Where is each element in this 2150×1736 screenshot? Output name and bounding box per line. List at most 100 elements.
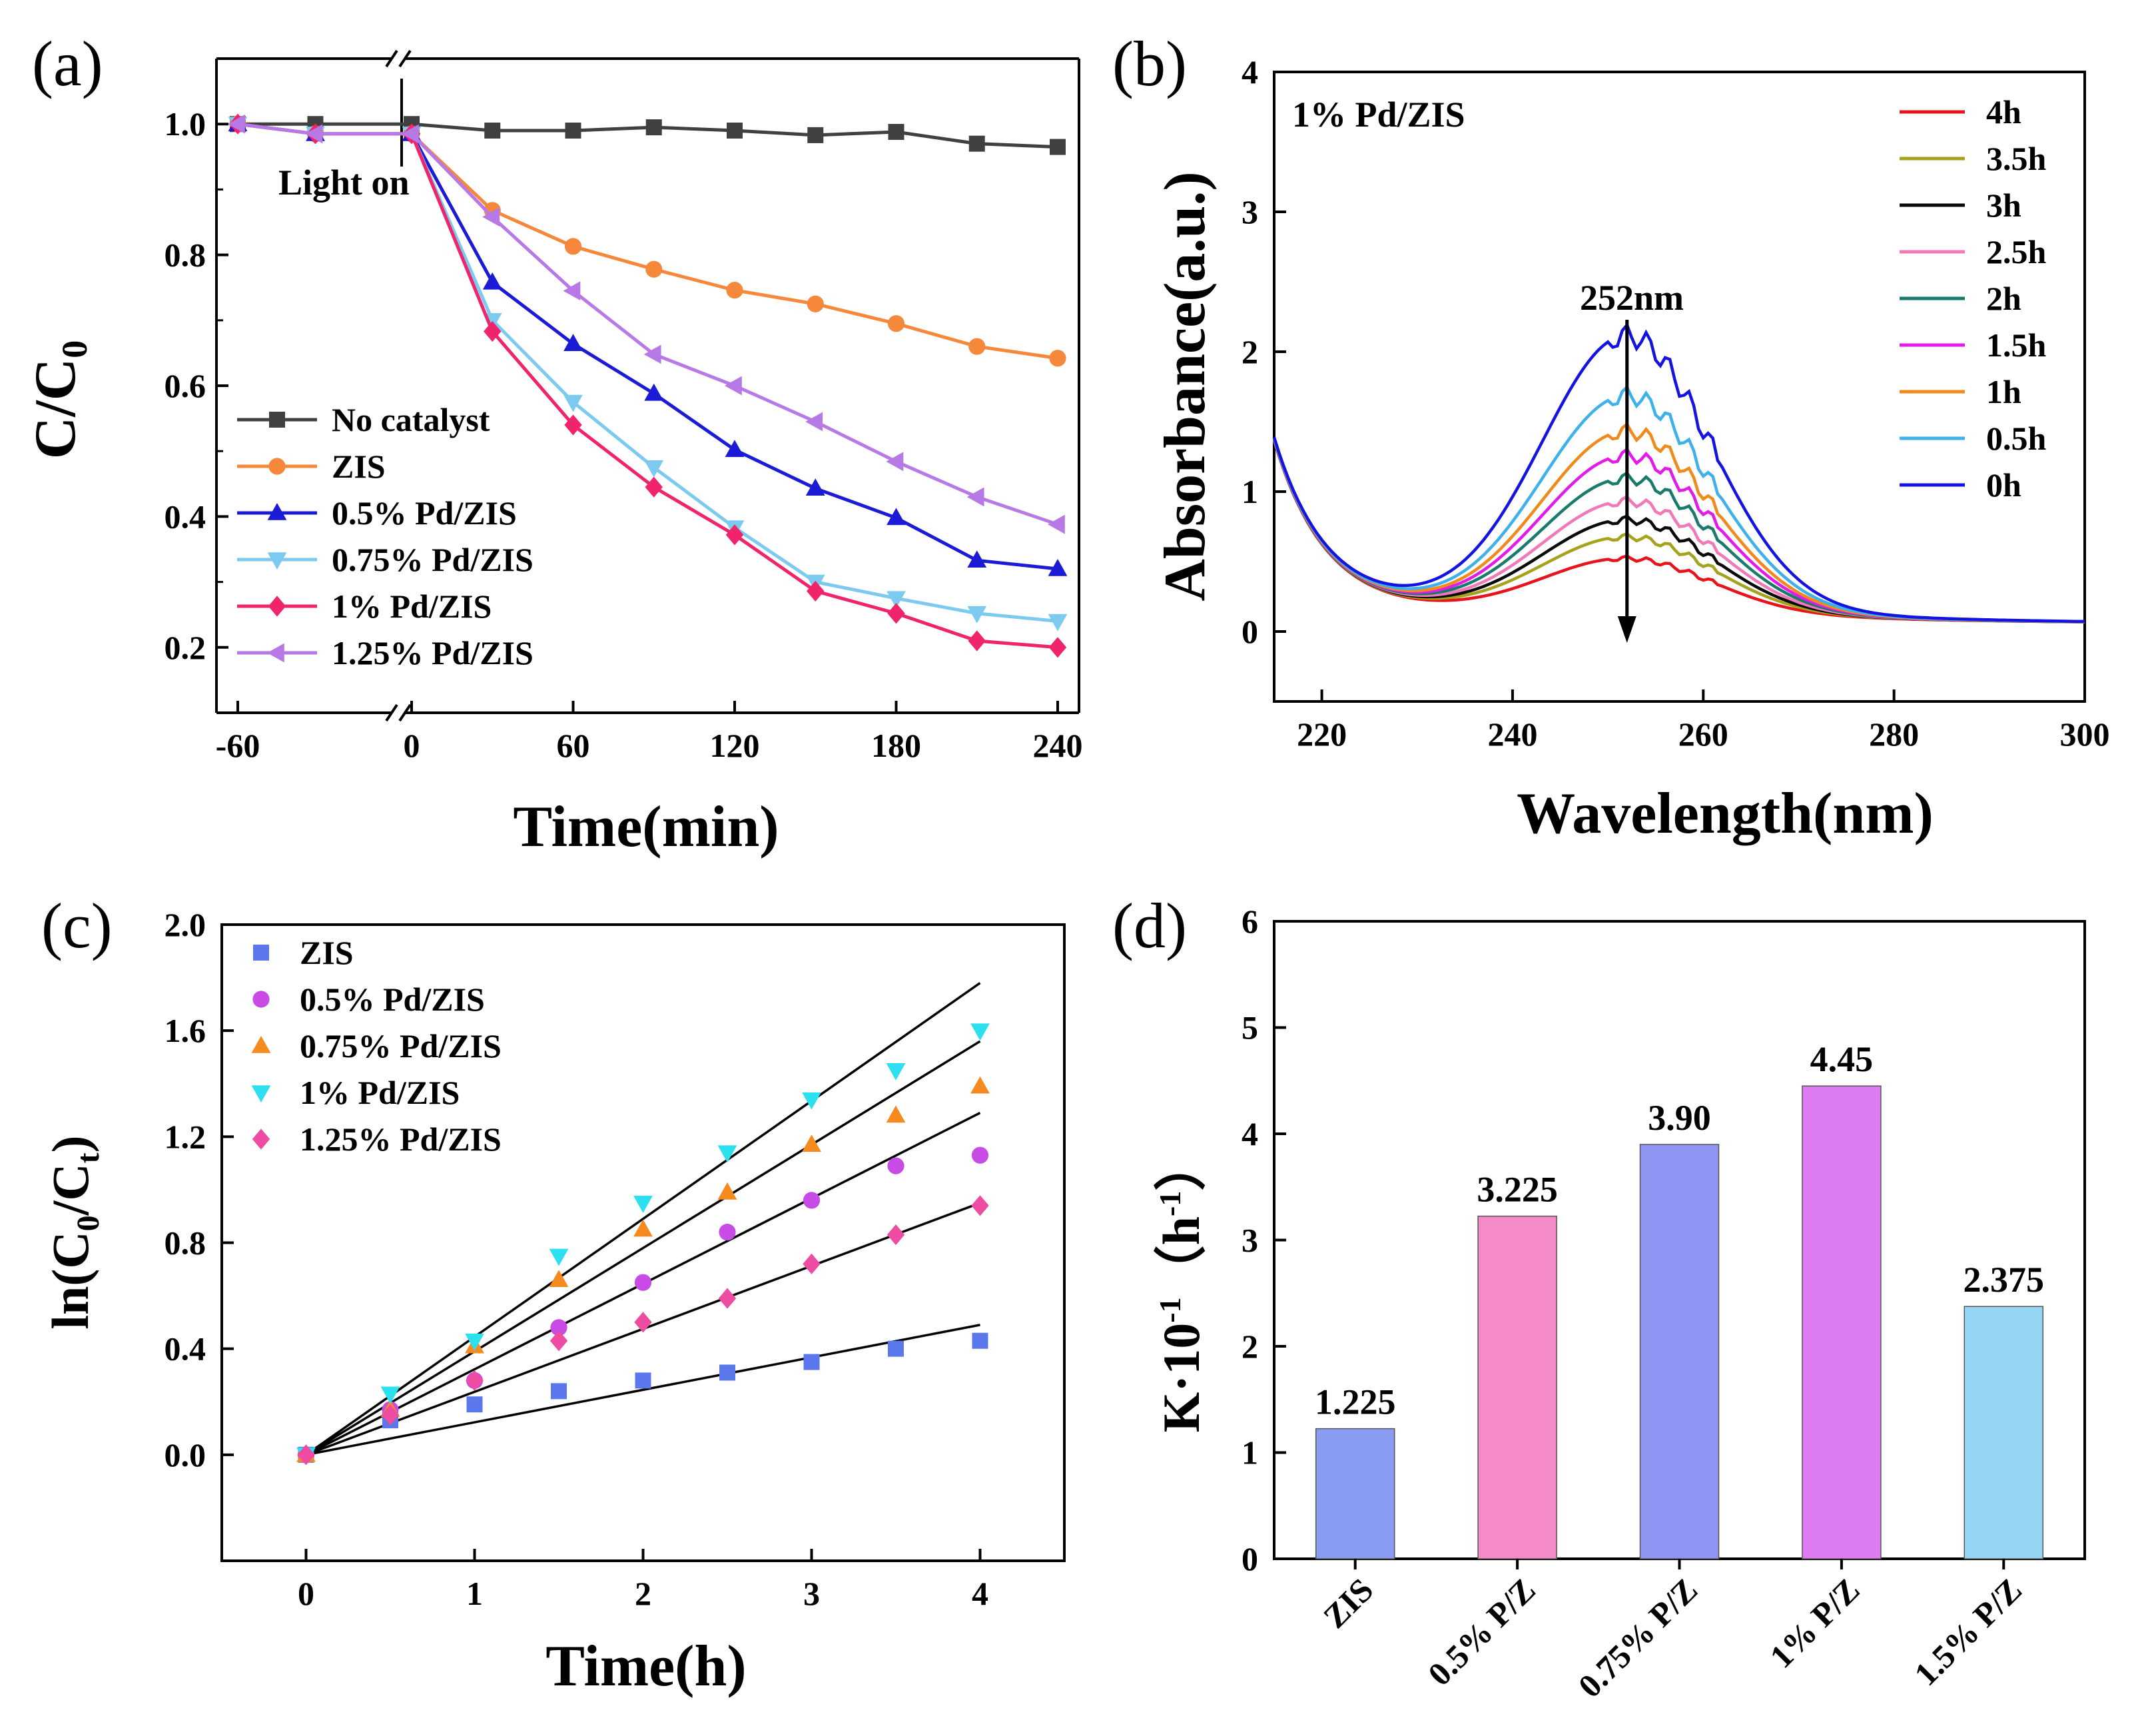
data-point-1pct-pd-zis (886, 1063, 906, 1081)
data-point-0-5pct-pd-zis (971, 1146, 989, 1164)
data-point-0-75pct-pd-zis (717, 1182, 737, 1200)
data-point-1-25pct-pd-zis (643, 344, 661, 364)
panel-c-legend: ZIS 0.5% Pd/ZIS 0.75% Pd/ZIS 1% Pd/ZIS 1.25%… (251, 934, 502, 1158)
legend-marker-1-25pct-pd-zis (252, 1128, 270, 1150)
axis-break-mark (385, 703, 398, 722)
data-point-1-25pct-pd-zis (971, 1195, 989, 1216)
legend-marker-zis (268, 458, 286, 475)
data-point-zis (551, 1383, 567, 1400)
x-tick-label-1pct-p-z: 1% P/Z (1762, 1571, 1866, 1675)
data-point-no-catalyst (888, 123, 904, 140)
data-point-1pct-pd-zis (1048, 637, 1067, 658)
data-point-1pct-pd-zis (725, 524, 744, 546)
legend-label-1h: 1h (1986, 373, 2021, 410)
legend-label-0h: 0h (1986, 466, 2021, 504)
legend-label-2h: 2h (1986, 280, 2021, 317)
data-point-1-25pct-pd-zis (381, 1404, 400, 1426)
y-tick-label: 0.8 (165, 236, 206, 274)
data-point-1-25pct-pd-zis (305, 124, 323, 144)
legend-marker-1-25pct-pd-zis (267, 643, 284, 663)
data-point-0-5pct-pd-zis (967, 550, 987, 568)
axis-break-mark (385, 49, 398, 68)
panel-c-plot-area (220, 923, 1066, 1562)
legend-label-1-25pct-pd-zis: 1.25% Pd/ZIS (332, 634, 534, 671)
legend-marker-0-75pct-pd-zis (267, 552, 287, 570)
legend-label-1-25pct-pd-zis: 1.25% Pd/ZIS (300, 1120, 502, 1158)
data-point-1-25pct-pd-zis (1048, 514, 1065, 534)
legend-marker-1pct-pd-zis (251, 1085, 271, 1102)
panel-d-y-axis-label: K·10-1（h-1） (1152, 1139, 1210, 1433)
data-point-zis (968, 338, 986, 355)
panel-a: (a) -60 0 60 120 180 240 0.2 0.4 0.6 0.8 1.0 Light… (23, 28, 1083, 859)
legend-marker-0-5pct-pd-zis (252, 991, 270, 1008)
panel-a-y-axis-label: C/C0 (23, 340, 95, 460)
x-tick-label: 300 (2060, 715, 2110, 753)
x-tick-label: 240 (1487, 715, 1537, 753)
bar-0-75pct-p-z (1639, 1144, 1720, 1559)
light-on-annotation: Light on (278, 163, 410, 203)
y-tick-label: 0.4 (165, 498, 206, 535)
bar-value-label-0-75pct-p-z: 3.90 (1648, 1098, 1711, 1138)
legend-label-no-catalyst: No catalyst (332, 401, 490, 438)
data-point-1-25pct-pd-zis (718, 1288, 737, 1309)
legend-marker-no-catalyst (269, 412, 285, 428)
legend-label-0-75pct-pd-zis: 0.75% Pd/ZIS (300, 1027, 502, 1065)
spectrum-0h (1272, 322, 2085, 624)
legend-label-zis: ZIS (332, 448, 386, 485)
data-point-1pct-pd-zis (633, 1196, 653, 1213)
data-point-zis (726, 282, 743, 299)
bar-value-label-1pct-p-z: 4.45 (1810, 1039, 1874, 1079)
y-tick-label: 1.6 (165, 1012, 206, 1049)
data-point-zis (888, 1340, 904, 1357)
x-tick-label: 0 (298, 1575, 314, 1612)
panel-b: (b) 220 240 260 280 300 0 1 2 3 4 1% Pd/ZIS 252nm… (1112, 28, 2110, 846)
x-tick-label: 1 (466, 1575, 483, 1612)
bar-zis (1315, 1428, 1395, 1559)
data-point-1-25pct-pd-zis (563, 281, 581, 301)
series-line-zis (237, 122, 1058, 360)
legend-marker-0-75pct-pd-zis (251, 1036, 271, 1053)
data-point-0-75pct-pd-zis (633, 1219, 653, 1237)
panel-d-plot-area: 1.225 3.225 3.90 4.45 2.375 (1273, 920, 2086, 1560)
peak-wavelength-annotation: 252nm (1580, 278, 1684, 318)
y-tick-label: 0 (1242, 1540, 1258, 1577)
data-point-zis (972, 1332, 988, 1349)
data-point-0-75pct-pd-zis (644, 460, 664, 478)
data-point-0-5pct-pd-zis (550, 1319, 567, 1336)
y-tick-label: 1.0 (165, 105, 206, 143)
panel-c-label: (c) (41, 890, 113, 961)
data-point-1pct-pd-zis (645, 476, 663, 498)
panel-a-plot-area (215, 49, 1080, 722)
bar-value-label-0-5pct-p-z: 3.225 (1477, 1170, 1558, 1210)
panel-b-ticks: 220 240 260 280 300 0 1 2 3 4 (1242, 53, 2110, 753)
axis-break-mark (398, 703, 412, 722)
legend-label-1pct-pd-zis: 1% Pd/ZIS (332, 588, 492, 625)
fit-line-0-75pct-pd-zis (305, 1040, 981, 1456)
x-tick-label: -60 (216, 727, 260, 764)
data-point-no-catalyst (1050, 139, 1066, 155)
data-point-0-75pct-pd-zis (563, 394, 583, 412)
data-point-no-catalyst (484, 123, 501, 139)
panel-c-frame (220, 923, 1066, 1562)
y-tick-label: 5 (1242, 1009, 1258, 1047)
y-tick-label: 6 (1242, 903, 1258, 940)
legend-label-3-5h: 3.5h (1986, 140, 2047, 177)
data-point-1-25pct-pd-zis (725, 376, 742, 396)
y-tick-label: 3 (1242, 1222, 1258, 1259)
panel-b-plot-area (1272, 71, 2086, 703)
bar-1pct-p-z (1802, 1085, 1882, 1559)
data-point-1pct-pd-zis (549, 1248, 569, 1266)
data-point-0-5pct-pd-zis (887, 508, 906, 526)
data-point-1-25pct-pd-zis (297, 1444, 315, 1466)
data-point-no-catalyst (807, 127, 824, 143)
data-point-no-catalyst (645, 119, 662, 136)
data-point-no-catalyst (968, 135, 985, 152)
data-point-0-5pct-pd-zis (725, 440, 745, 458)
data-point-0-75pct-pd-zis (802, 1134, 821, 1152)
panel-c: (c) 0 1 2 3 4 0.0 0.4 0.8 1.2 1.6 2.0 Time(h) ln(C… (41, 890, 1066, 1699)
y-tick-label: 0.6 (165, 367, 206, 404)
legend-label-0-75pct-pd-zis: 0.75% Pd/ZIS (332, 541, 534, 578)
panel-b-legend: 4h 3.5h 3h 2.5h 2h 1.5h 1h 0.5h 0h (1900, 93, 2047, 504)
data-point-1-25pct-pd-zis (402, 124, 419, 144)
x-tick-label-0-75pct-p-z: 0.75% P/Z (1571, 1571, 1705, 1705)
